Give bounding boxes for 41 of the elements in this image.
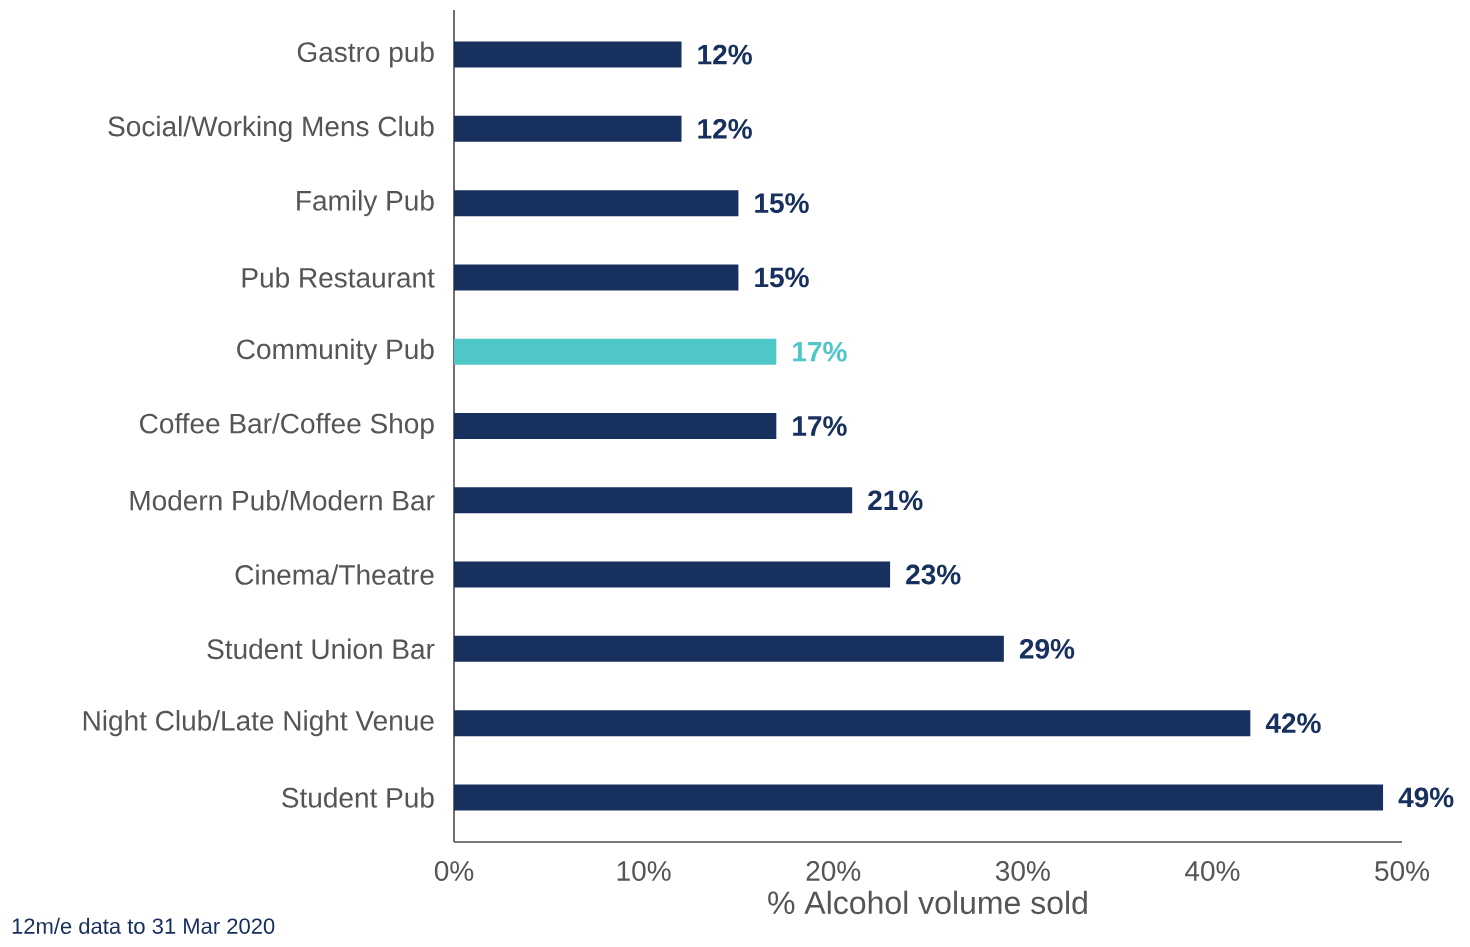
y-tick-label: Community Pub <box>237 338 434 365</box>
data-label: 12% <box>698 118 752 139</box>
y-tick-label: Coffee Bar/Coffee Shop <box>140 412 434 440</box>
data-label: 17% <box>793 341 847 362</box>
x-tick-label: 0% <box>434 861 474 881</box>
data-label: 21% <box>868 490 923 511</box>
y-tick-label: Social/Working Mens Club <box>108 115 434 142</box>
data-label: 23% <box>906 564 961 585</box>
y-tick-label: Family Pub <box>297 190 434 217</box>
x-tick-label: 50% <box>1375 861 1430 881</box>
bar <box>454 561 891 588</box>
bar <box>454 635 1004 662</box>
bar <box>454 264 739 291</box>
y-tick-label: Modern Pub/Modern Bar <box>130 490 435 511</box>
data-label: 15% <box>755 267 809 288</box>
bar <box>454 784 1384 811</box>
data-label: 12% <box>698 44 752 65</box>
y-tick-label: Night Club/Late Night Venue <box>83 710 434 737</box>
bar <box>454 41 682 68</box>
data-label: 17% <box>793 416 847 436</box>
bar <box>454 487 853 514</box>
x-tick-label: 20% <box>806 861 861 881</box>
y-tick-label: Student Union Bar <box>207 638 435 660</box>
y-tick-label: Gastro pub <box>297 41 434 68</box>
x-tick-label: 40% <box>1185 861 1240 881</box>
data-label: 49% <box>1398 787 1454 808</box>
x-axis-title: % Alcohol volume sold <box>768 890 1087 915</box>
bar <box>454 115 682 142</box>
bar <box>454 190 739 217</box>
y-tick-label: Pub Restaurant <box>242 267 435 288</box>
bar <box>454 710 1251 737</box>
x-tick-label: 30% <box>995 861 1050 881</box>
x-tick-label: 10% <box>617 861 671 881</box>
y-tick-label: Student Pub <box>282 787 434 808</box>
y-tick-label: Cinema/Theatre <box>235 564 434 585</box>
bar <box>454 338 777 365</box>
text: 12m/e data to 31 Mar 2020 <box>12 917 275 934</box>
data-label: 29% <box>1019 638 1075 659</box>
bar <box>454 413 777 439</box>
data-label: 42% <box>1265 713 1321 734</box>
data-label: 15% <box>755 193 809 214</box>
